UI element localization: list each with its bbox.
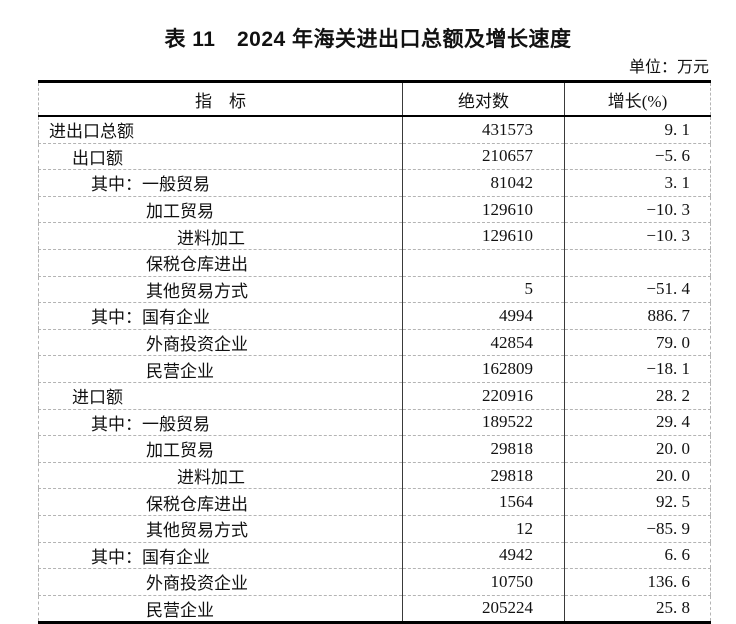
row-indicator-label: 保税仓库进出 [38, 249, 403, 277]
table-row: 外商投资企业 10750 136. 6 [38, 568, 711, 596]
table-row: 加工贸易 129610 −10. 3 [38, 196, 711, 224]
table-row: 出口额 210657 −5. 6 [38, 143, 711, 171]
table-row: 民营企业 162809 −18. 1 [38, 355, 711, 383]
row-growth-value: −10. 3 [564, 222, 711, 250]
row-indicator-label: 其中：国有企业 [38, 302, 403, 330]
table-row: 其中：国有企业 4994 886. 7 [38, 302, 711, 330]
customs-import-export-table: 指 标 绝对数 增长(%) 进出口总额 431573 9. 1 出口额 210657 −5… [38, 80, 711, 624]
row-growth-value: 3. 1 [564, 169, 711, 197]
table-row: 加工贸易 29818 20. 0 [38, 435, 711, 463]
row-absolute-value: 12 [402, 515, 565, 543]
row-absolute-value: 10750 [402, 568, 565, 596]
table-row: 其他贸易方式 12 −85. 9 [38, 515, 711, 543]
row-indicator-label: 加工贸易 [38, 196, 403, 224]
row-growth-value: 886. 7 [564, 302, 711, 330]
row-absolute-value: 5 [402, 276, 565, 304]
table-row: 进料加工 29818 20. 0 [38, 462, 711, 490]
table-row: 保税仓库进出 [38, 249, 711, 277]
unit-label: 单位：万元 [628, 59, 709, 76]
table-row: 进口额 220916 28. 2 [38, 382, 711, 410]
row-growth-value: 9. 1 [564, 116, 711, 144]
table-body: 进出口总额 431573 9. 1 出口额 210657 −5. 6 其中：一般贸易 8104… [38, 116, 711, 623]
header-row: 指 标 绝对数 增长(%) [38, 81, 711, 117]
row-growth-value: 136. 6 [564, 568, 711, 596]
row-indicator-label: 其中：一般贸易 [38, 409, 403, 437]
table-row: 其中：一般贸易 81042 3. 1 [38, 169, 711, 197]
row-growth-value: 20. 0 [564, 462, 711, 490]
table-row: 其中：国有企业 4942 6. 6 [38, 542, 711, 570]
row-absolute-value: 1564 [402, 488, 565, 516]
row-indicator-label: 进出口总额 [38, 116, 403, 144]
row-indicator-label: 民营企业 [146, 600, 214, 620]
column-header-indicator: 指 标 [38, 81, 403, 117]
row-growth-value: 25. 8 [564, 595, 711, 623]
row-absolute-value: 129610 [402, 222, 565, 250]
row-indicator-label: 其他贸易方式 [38, 515, 403, 543]
row-growth-value: 28. 2 [564, 382, 711, 410]
row-growth-value: −85. 9 [564, 515, 711, 543]
row-absolute-value [402, 249, 565, 277]
column-header-growth: 增长(%) [564, 81, 711, 117]
table-row: 外商投资企业 42854 79. 0 [38, 329, 711, 357]
table-row: 进出口总额 431573 9. 1 [38, 116, 711, 144]
row-absolute-value: 162809 [402, 355, 565, 383]
row-absolute-value: 29818 [402, 435, 565, 463]
row-growth-value: 79. 0 [564, 329, 711, 357]
row-absolute-value: 129610 [402, 196, 565, 224]
row-absolute-value: 81042 [402, 169, 565, 197]
row-absolute-value: 4994 [402, 302, 565, 330]
row-indicator-label: 其中：国有企业 [38, 542, 403, 570]
row-indicator-label: 民营企业 [38, 355, 403, 383]
row-indicator-label: 外商投资企业 [38, 568, 403, 596]
row-absolute-value: 29818 [402, 462, 565, 490]
column-header-absolute: 绝对数 [402, 81, 565, 117]
row-indicator-label: 出口额 [38, 143, 403, 171]
row-growth-value: 29. 4 [564, 409, 711, 437]
row-absolute-value: 205224 [402, 595, 565, 623]
row-absolute-value: 431573 [402, 116, 565, 144]
row-growth-value: 20. 0 [564, 435, 711, 463]
table-row: 保税仓库进出 1564 92. 5 [38, 488, 711, 516]
table-row: 其他贸易方式 5 −51. 4 [38, 276, 711, 304]
page-title: 表 11 2024 年海关进出口总额及增长速度 [164, 28, 572, 51]
row-growth-value: −18. 1 [564, 355, 711, 383]
table-row: 其中：一般贸易 189522 29. 4 [38, 409, 711, 437]
row-growth-value: −51. 4 [564, 276, 711, 304]
row-absolute-value: 4942 [402, 542, 565, 570]
row-absolute-value: 220916 [402, 382, 565, 410]
row-indicator-label: 进料加工 [38, 462, 403, 490]
row-indicator-label: 保税仓库进出 [38, 488, 403, 516]
row-growth-value: −5. 6 [564, 143, 711, 171]
row-growth-value: 92. 5 [564, 488, 711, 516]
row-indicator-label: 其他贸易方式 [38, 276, 403, 304]
row-absolute-value: 42854 [402, 329, 565, 357]
table-row: 民营企业 205224 25. 8 [39, 595, 711, 623]
row-growth-value [564, 249, 711, 277]
row-indicator-label: 进料加工 [38, 222, 403, 250]
row-indicator-label: 进口额 [38, 382, 403, 410]
row-absolute-value: 189522 [402, 409, 565, 437]
row-growth-value: 6. 6 [564, 542, 711, 570]
row-growth-value: −10. 3 [564, 196, 711, 224]
row-indicator-label: 外商投资企业 [38, 329, 403, 357]
row-absolute-value: 210657 [402, 143, 565, 171]
table-row: 进料加工 129610 −10. 3 [38, 222, 711, 250]
row-indicator-label: 其中：一般贸易 [38, 169, 403, 197]
row-indicator-label: 加工贸易 [38, 435, 403, 463]
